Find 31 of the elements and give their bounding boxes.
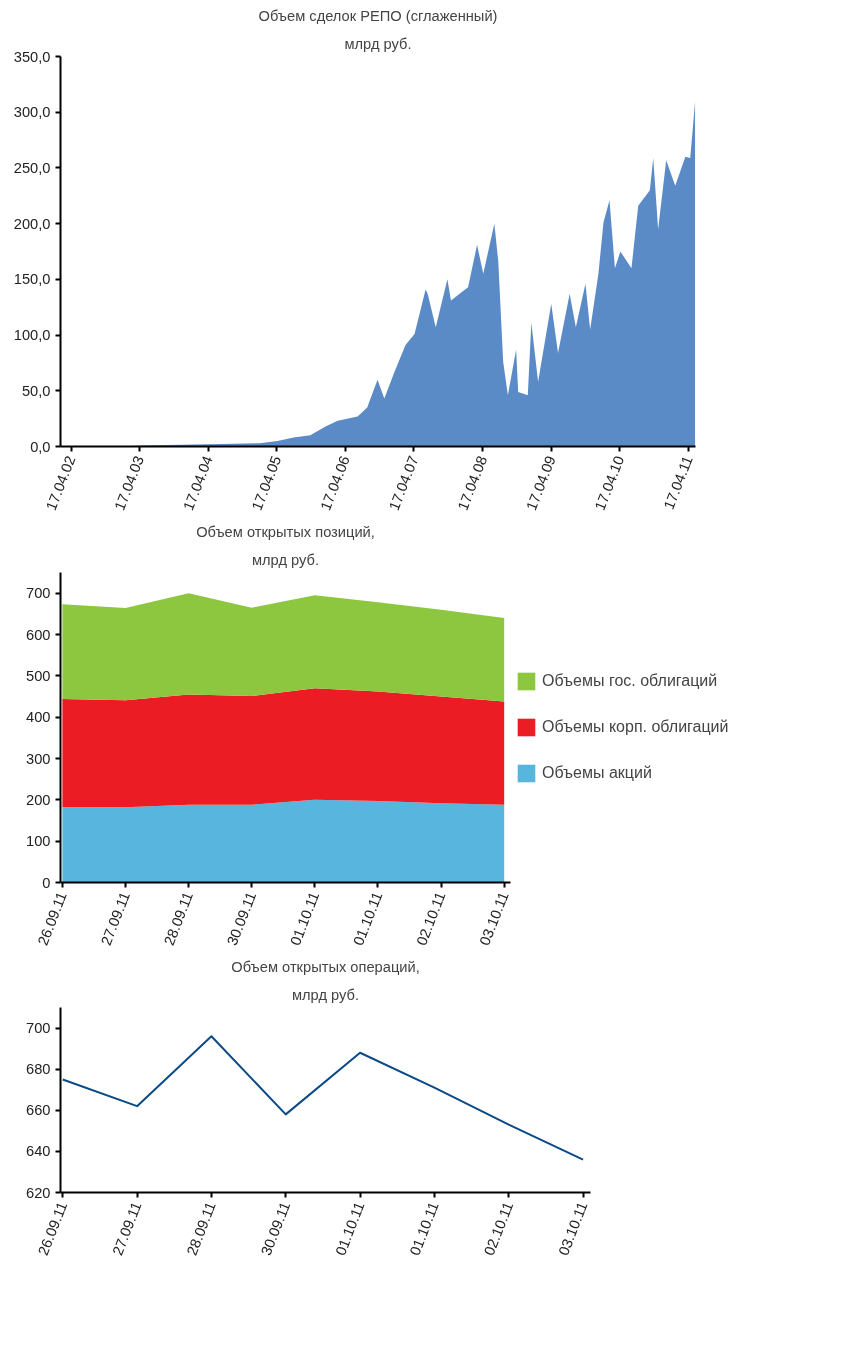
y-tick-label: 200	[26, 791, 51, 808]
y-tick-label: 0	[42, 874, 51, 891]
y-tick-label: 100,0	[13, 327, 51, 344]
y-tick-label: 620	[26, 1184, 51, 1201]
y-tick-label: 660	[26, 1102, 51, 1119]
y-tick-label: 700	[26, 585, 51, 602]
chart-subtitle: млрд руб.	[251, 551, 320, 568]
line-series	[61, 1035, 585, 1161]
legend-label: Объемы акций	[542, 764, 652, 782]
chart-title: Объем открытых позиций,	[196, 523, 375, 540]
chart-subtitle: млрд руб.	[291, 986, 360, 1003]
y-tick-label: 50,0	[21, 382, 51, 399]
y-tick-label: 500	[26, 667, 51, 684]
y-tick-label: 350,0	[13, 48, 51, 65]
chart-title: Объем сделок РЕПО (сглаженный)	[258, 7, 498, 24]
y-tick-label: 680	[26, 1061, 51, 1078]
y-tick-label: 300,0	[13, 104, 51, 121]
legend-label: Объемы гос. облигаций	[542, 672, 718, 690]
y-tick-label: 200,0	[13, 215, 51, 232]
y-tick-label: 700	[26, 1020, 51, 1037]
y-tick-label: 400	[26, 709, 51, 726]
y-tick-label: 250,0	[13, 159, 51, 176]
legend-label: Объемы корп. облигаций	[542, 718, 729, 736]
y-tick-label: 0,0	[30, 438, 51, 455]
y-tick-label: 300	[26, 750, 51, 767]
y-tick-label: 600	[26, 626, 51, 643]
chart-subtitle: млрд руб.	[344, 35, 412, 52]
y-tick-label: 100	[26, 833, 51, 850]
y-tick-label: 640	[26, 1143, 51, 1160]
y-tick-label: 150,0	[13, 271, 51, 288]
chart-title: Объем открытых операций,	[231, 958, 420, 975]
